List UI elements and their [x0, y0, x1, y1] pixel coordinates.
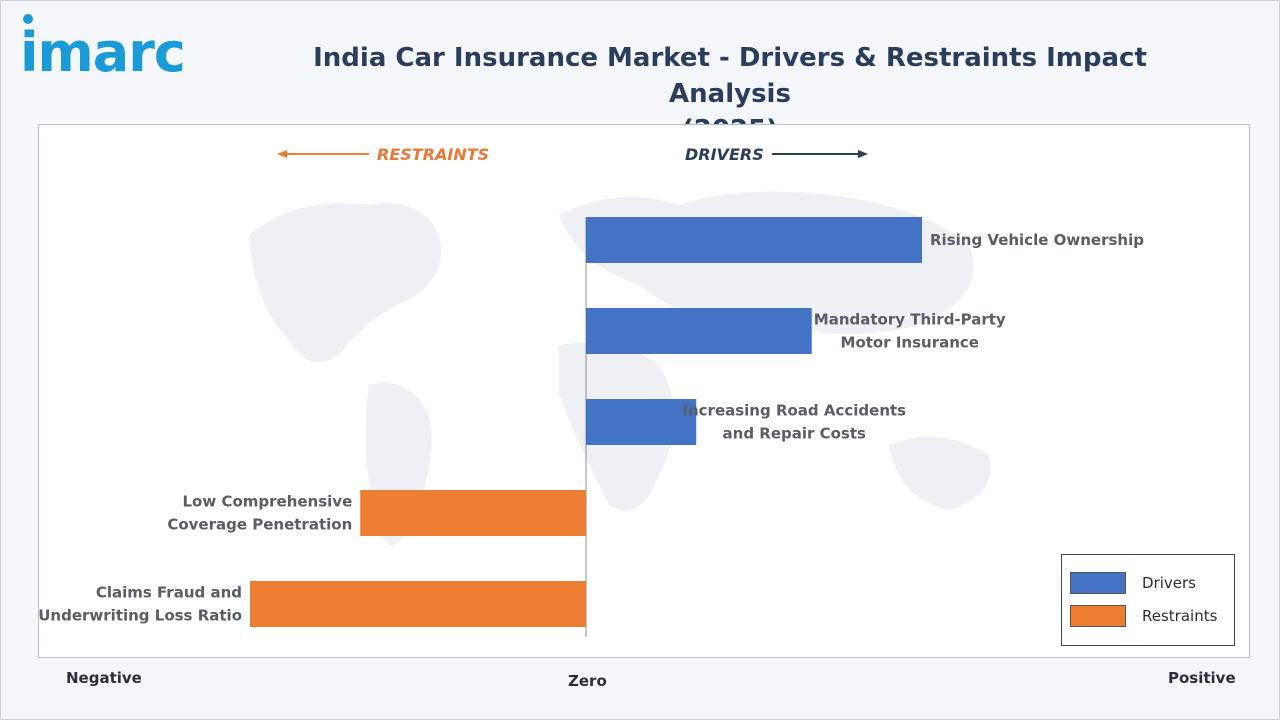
- logo-dot: [23, 14, 33, 24]
- bar-restraint-4: [360, 490, 586, 536]
- world-map-shape-1: [249, 203, 441, 363]
- axis-label-negative: Negative: [66, 669, 142, 687]
- legend-item-drivers: Drivers: [1070, 572, 1230, 596]
- bar-label-5-line-1: Claims Fraud and: [96, 584, 242, 602]
- bar-label-1-line-1: Rising Vehicle Ownership: [930, 231, 1144, 249]
- bar-label-2-line-1: Mandatory Third-Party: [814, 311, 1006, 329]
- legend-item-restraints: Restraints: [1070, 605, 1230, 629]
- plot-area: RESTRAINTS DRIVERS Rising Vehicle Ownershi…: [38, 124, 1250, 658]
- imarc-logo: imarc: [20, 21, 186, 84]
- legend-swatch-drivers: [1070, 572, 1126, 594]
- bar-label-4-line-2: Coverage Penetration: [167, 516, 352, 534]
- world-map-shape-5: [889, 437, 991, 510]
- chart-legend: Drivers Restraints: [1061, 554, 1235, 646]
- bar-driver-1: [586, 217, 922, 263]
- bar-label-2-line-2: Motor Insurance: [841, 334, 979, 352]
- impact-bar-chart: RESTRAINTS DRIVERS Rising Vehicle Ownershi…: [39, 145, 1144, 637]
- legend-label-drivers: Drivers: [1142, 574, 1196, 592]
- bar-label-3-line-1: Increasing Road Accidents: [682, 402, 906, 420]
- axis-label-zero: Zero: [568, 672, 607, 690]
- drivers-arrow-head: [858, 150, 868, 158]
- restraints-arrow-head: [277, 150, 287, 158]
- axis-label-positive: Positive: [1168, 669, 1236, 687]
- bar-restraint-5: [250, 581, 586, 627]
- bar-label-4-line-1: Low Comprehensive: [183, 493, 353, 511]
- restraints-direction-label: RESTRAINTS: [377, 145, 489, 164]
- legend-swatch-restraints: [1070, 605, 1126, 627]
- chart-title-line-1: India Car Insurance Market - Drivers & R…: [313, 43, 1147, 109]
- drivers-direction-label: DRIVERS: [685, 145, 764, 164]
- legend-label-restraints: Restraints: [1142, 607, 1218, 625]
- bar-label-3-line-2: and Repair Costs: [723, 425, 867, 443]
- bar-label-5-line-2: Underwriting Loss Ratio: [39, 607, 242, 625]
- bar-driver-2: [586, 308, 812, 354]
- bar-driver-3: [586, 399, 697, 445]
